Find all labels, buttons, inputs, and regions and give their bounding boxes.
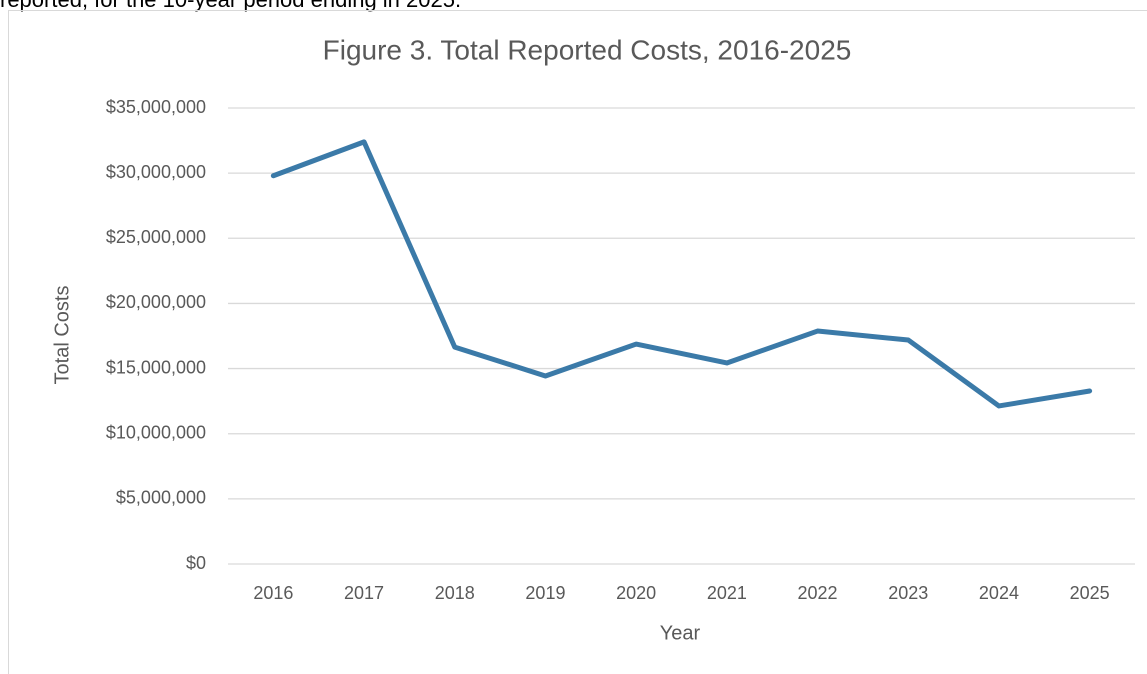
data-line (270, 139, 1093, 409)
x-tick-label: 2019 (525, 583, 565, 603)
x-tick-label: 2017 (344, 583, 384, 603)
x-tick-label: 2022 (798, 583, 838, 603)
x-tick-label: 2023 (888, 583, 928, 603)
x-axis-label: Year (660, 622, 701, 644)
y-tick-label: $20,000,000 (106, 292, 206, 312)
x-tick-label: 2025 (1070, 583, 1110, 603)
y-tick-label: $30,000,000 (106, 162, 206, 182)
y-axis-label: Total Costs (51, 286, 73, 385)
y-tick-label: $10,000,000 (106, 422, 206, 442)
x-tick-label: 2024 (979, 583, 1019, 603)
x-tick-label: 2020 (616, 583, 656, 603)
y-tick-label: $0 (186, 553, 206, 573)
x-tick-label: 2018 (435, 583, 475, 603)
y-tick-label: $35,000,000 (106, 97, 206, 117)
x-tick-label: 2016 (253, 583, 293, 603)
y-tick-label: $25,000,000 (106, 227, 206, 247)
y-tick-label: $15,000,000 (106, 357, 206, 377)
y-tick-label: $5,000,000 (116, 488, 206, 508)
x-tick-label: 2021 (707, 583, 747, 603)
chart-frame (8, 10, 1147, 674)
page-text: reported, for the 10-year period ending … (0, 0, 461, 12)
chart-title: Figure 3. Total Reported Costs, 2016-202… (323, 34, 852, 65)
